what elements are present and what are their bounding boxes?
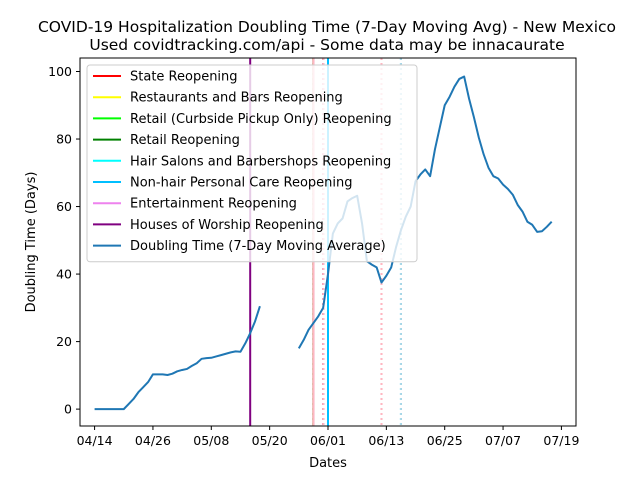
- y-axis-label: Doubling Time (Days): [24, 172, 39, 313]
- legend-label: State Reopening: [130, 70, 238, 85]
- x-tick-label: 05/08: [193, 433, 229, 448]
- legend-label: Houses of Worship Reopening: [130, 218, 324, 233]
- chart-title: COVID-19 Hospitalization Doubling Time (…: [38, 18, 616, 36]
- legend-label: Retail (Curbside Pickup Only) Reopening: [130, 112, 392, 127]
- x-tick-label: 06/01: [310, 433, 346, 448]
- x-tick-label: 07/07: [485, 433, 521, 448]
- legend-label: Restaurants and Bars Reopening: [130, 91, 343, 106]
- x-tick-label: 06/25: [427, 433, 463, 448]
- legend-label: Non-hair Personal Care Reopening: [130, 176, 353, 191]
- y-tick-label: 0: [64, 402, 72, 417]
- x-axis-label: Dates: [309, 456, 347, 471]
- x-tick-label: 04/26: [135, 433, 171, 448]
- y-tick-label: 20: [56, 334, 72, 349]
- chart-subtitle: Used covidtracking.com/api - Some data m…: [89, 36, 564, 54]
- x-tick-label: 04/14: [77, 433, 113, 448]
- legend-label: Retail Reopening: [130, 133, 240, 148]
- x-tick-label: 05/20: [252, 433, 288, 448]
- y-tick-label: 60: [56, 199, 72, 214]
- y-tick-label: 80: [56, 132, 72, 147]
- y-tick-label: 100: [48, 64, 72, 79]
- x-axis-ticks: 04/14 04/26 05/08 05/20 06/01 06/13 06/25 07/07…: [77, 426, 579, 448]
- y-axis-ticks: 0 20 40 60 80 100: [48, 64, 80, 417]
- legend-box: [86, 64, 418, 263]
- y-tick-label: 40: [56, 267, 72, 282]
- legend-label: Hair Salons and Barbershops Reopening: [130, 154, 391, 169]
- x-tick-label: 07/19: [543, 433, 579, 448]
- x-tick-label: 06/13: [368, 433, 404, 448]
- legend-label: Entertainment Reopening: [130, 197, 297, 212]
- legend-label: Doubling Time (7-Day Moving Average): [130, 239, 386, 254]
- series-line: [94, 305, 261, 411]
- legend: State Reopening Restaurants and Bars Reop…: [86, 64, 418, 263]
